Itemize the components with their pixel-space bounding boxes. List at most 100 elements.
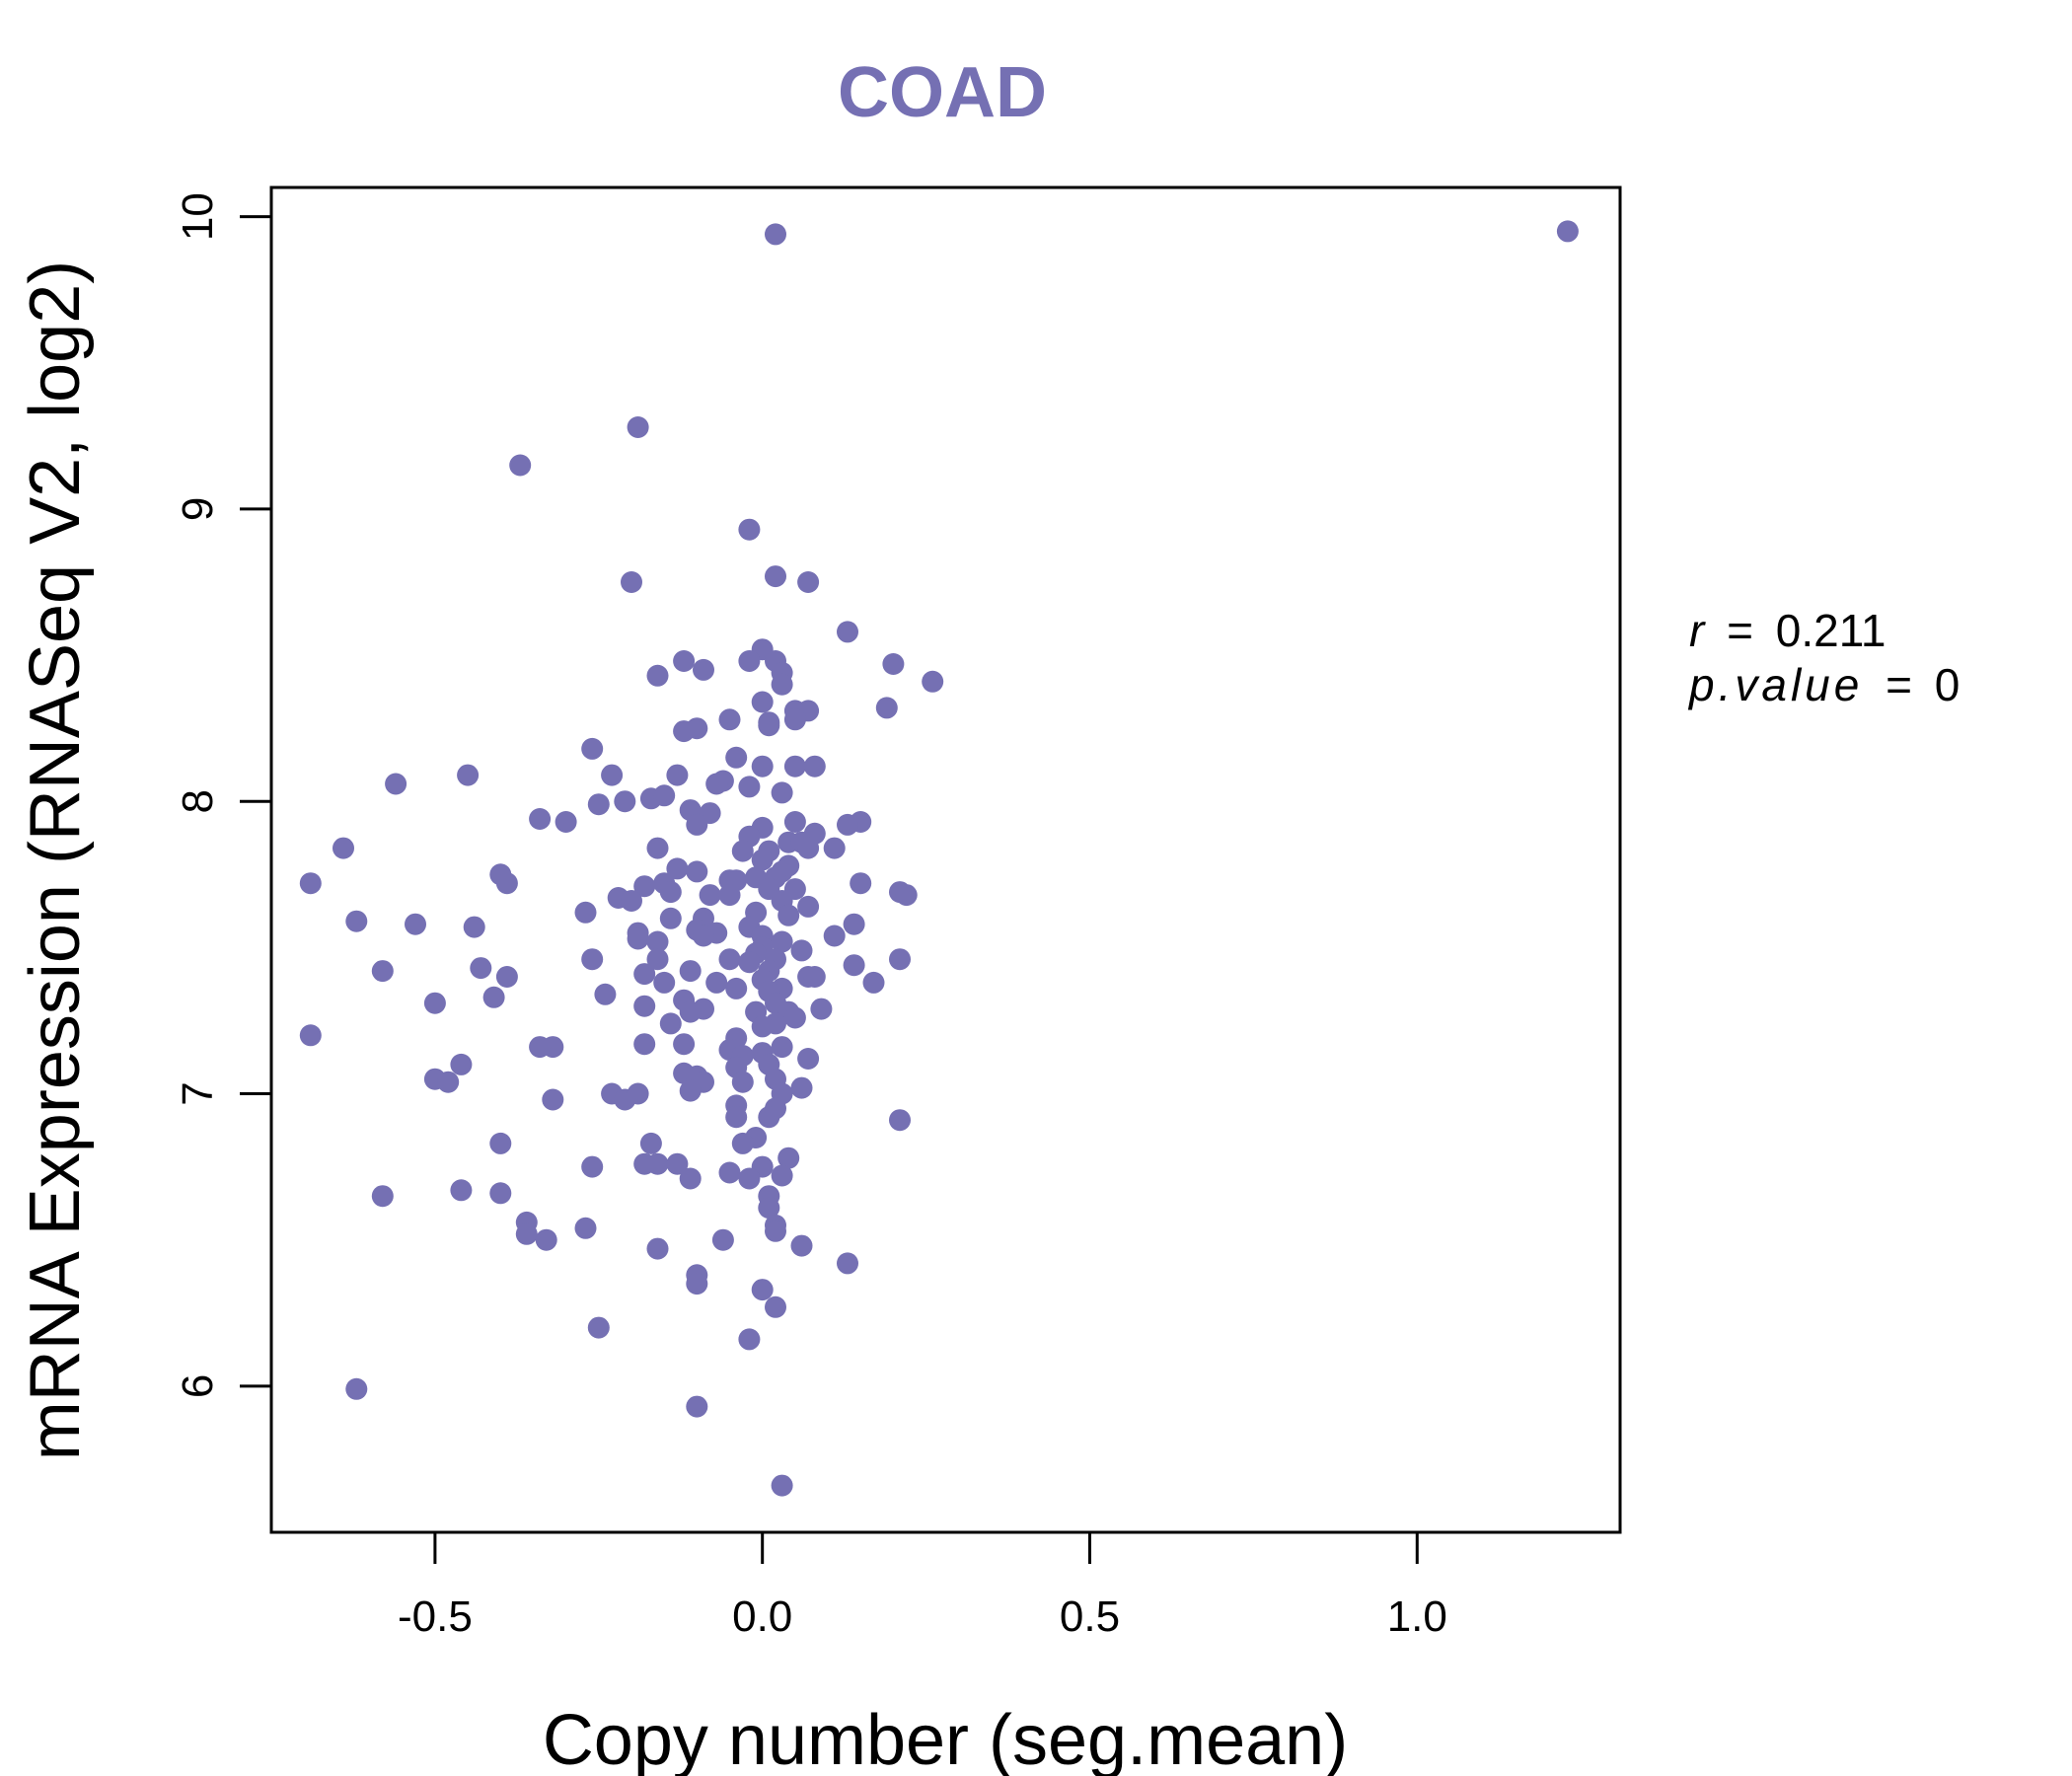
scatter-point	[765, 565, 786, 588]
scatter-point	[686, 1273, 708, 1295]
scatter-point	[843, 913, 865, 935]
scatter-point	[758, 1197, 780, 1220]
x-axis-title: Copy number (seg.mean)	[543, 1701, 1348, 1776]
scatter-point	[693, 925, 714, 947]
scatter-point	[581, 737, 604, 760]
scatter-point	[450, 1053, 473, 1075]
scatter-point	[790, 1076, 813, 1099]
scatter-point	[693, 658, 714, 681]
scatter-point	[633, 875, 656, 898]
scatter-point	[758, 711, 780, 734]
scatter-point	[765, 223, 786, 246]
y-tick-label: 6	[174, 1374, 222, 1398]
scatter-point	[765, 1220, 786, 1242]
scatter-point	[633, 1152, 656, 1175]
scatter-point	[529, 1036, 552, 1059]
scatter-point	[738, 951, 761, 974]
x-axis: -0.5 0.0 0.5 1.0	[398, 1530, 1447, 1641]
scatter-point	[509, 454, 532, 477]
scatter-point	[482, 986, 505, 1008]
x-tick-label: 0.0	[732, 1592, 792, 1641]
scatter-point	[587, 793, 610, 816]
scatter-point	[889, 948, 911, 971]
scatter-point	[889, 1109, 911, 1132]
scatter-point	[673, 720, 696, 743]
chart-title: COAD	[838, 53, 1047, 132]
scatter-point	[790, 939, 813, 962]
scatter-point	[705, 971, 728, 994]
scatter-point	[299, 1024, 322, 1047]
scatter-point	[765, 1295, 786, 1318]
scatter-point	[777, 904, 800, 926]
scatter-point	[646, 837, 669, 859]
y-tick-label: 10	[174, 192, 222, 241]
r-label: r	[1689, 605, 1706, 656]
scatter-point	[771, 1474, 793, 1497]
scatter-point	[614, 790, 636, 813]
scatter-point	[725, 746, 748, 769]
scatter-point	[653, 784, 676, 807]
scatter-point	[470, 957, 492, 980]
scatter-point	[646, 930, 669, 953]
scatter-point	[627, 1082, 649, 1105]
correlation-annotation: r = 0.211 p.value = 0	[1687, 605, 1960, 710]
scatter-point	[371, 1185, 394, 1208]
scatter-point	[542, 1088, 564, 1111]
scatter-point	[771, 781, 793, 804]
scatter-point	[627, 416, 649, 438]
points-layer	[299, 220, 1579, 1497]
scatter-point	[810, 998, 833, 1020]
scatter-point	[738, 776, 761, 798]
scatter-point	[783, 755, 806, 777]
p-equals: =	[1886, 659, 1912, 710]
scatter-point	[797, 1048, 820, 1070]
scatter-point	[679, 1000, 702, 1023]
y-tick-label: 8	[174, 789, 222, 813]
scatter-point	[385, 773, 407, 795]
scatter-point	[823, 837, 846, 859]
plot-area-frame	[269, 185, 1622, 1534]
y-axis: 6 7 8 9 10	[174, 192, 273, 1398]
scatter-point	[783, 811, 806, 833]
scatter-point	[1556, 220, 1579, 243]
scatter-point	[529, 808, 552, 830]
scatter-point	[686, 1395, 708, 1418]
scatter-point	[777, 1147, 800, 1169]
scatter-point	[862, 971, 885, 994]
scatter-point	[371, 960, 394, 983]
scatter-point	[405, 913, 426, 935]
scatter-point	[601, 764, 624, 786]
scatter-point	[423, 992, 446, 1014]
scatter-point	[574, 1217, 597, 1239]
scatter-point	[627, 927, 649, 950]
scatter-point	[751, 755, 774, 777]
scatter-point	[718, 948, 741, 971]
scatter-point	[771, 1164, 793, 1187]
scatter-point	[895, 884, 918, 907]
x-tick-label: 0.5	[1060, 1592, 1120, 1641]
scatter-point	[333, 837, 354, 859]
scatter-point	[679, 960, 702, 983]
scatter-point	[731, 1132, 754, 1154]
scatter-point	[731, 1071, 754, 1093]
scatter-point	[299, 872, 322, 895]
scatter-point	[882, 653, 905, 675]
scatter-point	[463, 916, 485, 938]
scatter-point	[437, 1071, 460, 1093]
scatter-point	[718, 884, 741, 907]
scatter-point	[633, 995, 656, 1017]
scatter-point	[711, 1228, 734, 1251]
y-axis-title: mRNA Expression (RNASeq V2, log2)	[16, 260, 95, 1460]
scatter-point	[489, 1132, 512, 1154]
scatter-point	[771, 930, 793, 953]
scatter-point	[837, 621, 858, 643]
scatter-point	[633, 1033, 656, 1056]
scatter-point	[639, 1132, 662, 1154]
scatter-point	[581, 948, 604, 971]
scatter-point	[699, 884, 721, 907]
scatter-point	[673, 650, 696, 672]
scatter-point	[621, 890, 642, 912]
scatter-point	[495, 872, 518, 895]
scatter-point	[653, 971, 676, 994]
scatter-point	[797, 571, 820, 593]
